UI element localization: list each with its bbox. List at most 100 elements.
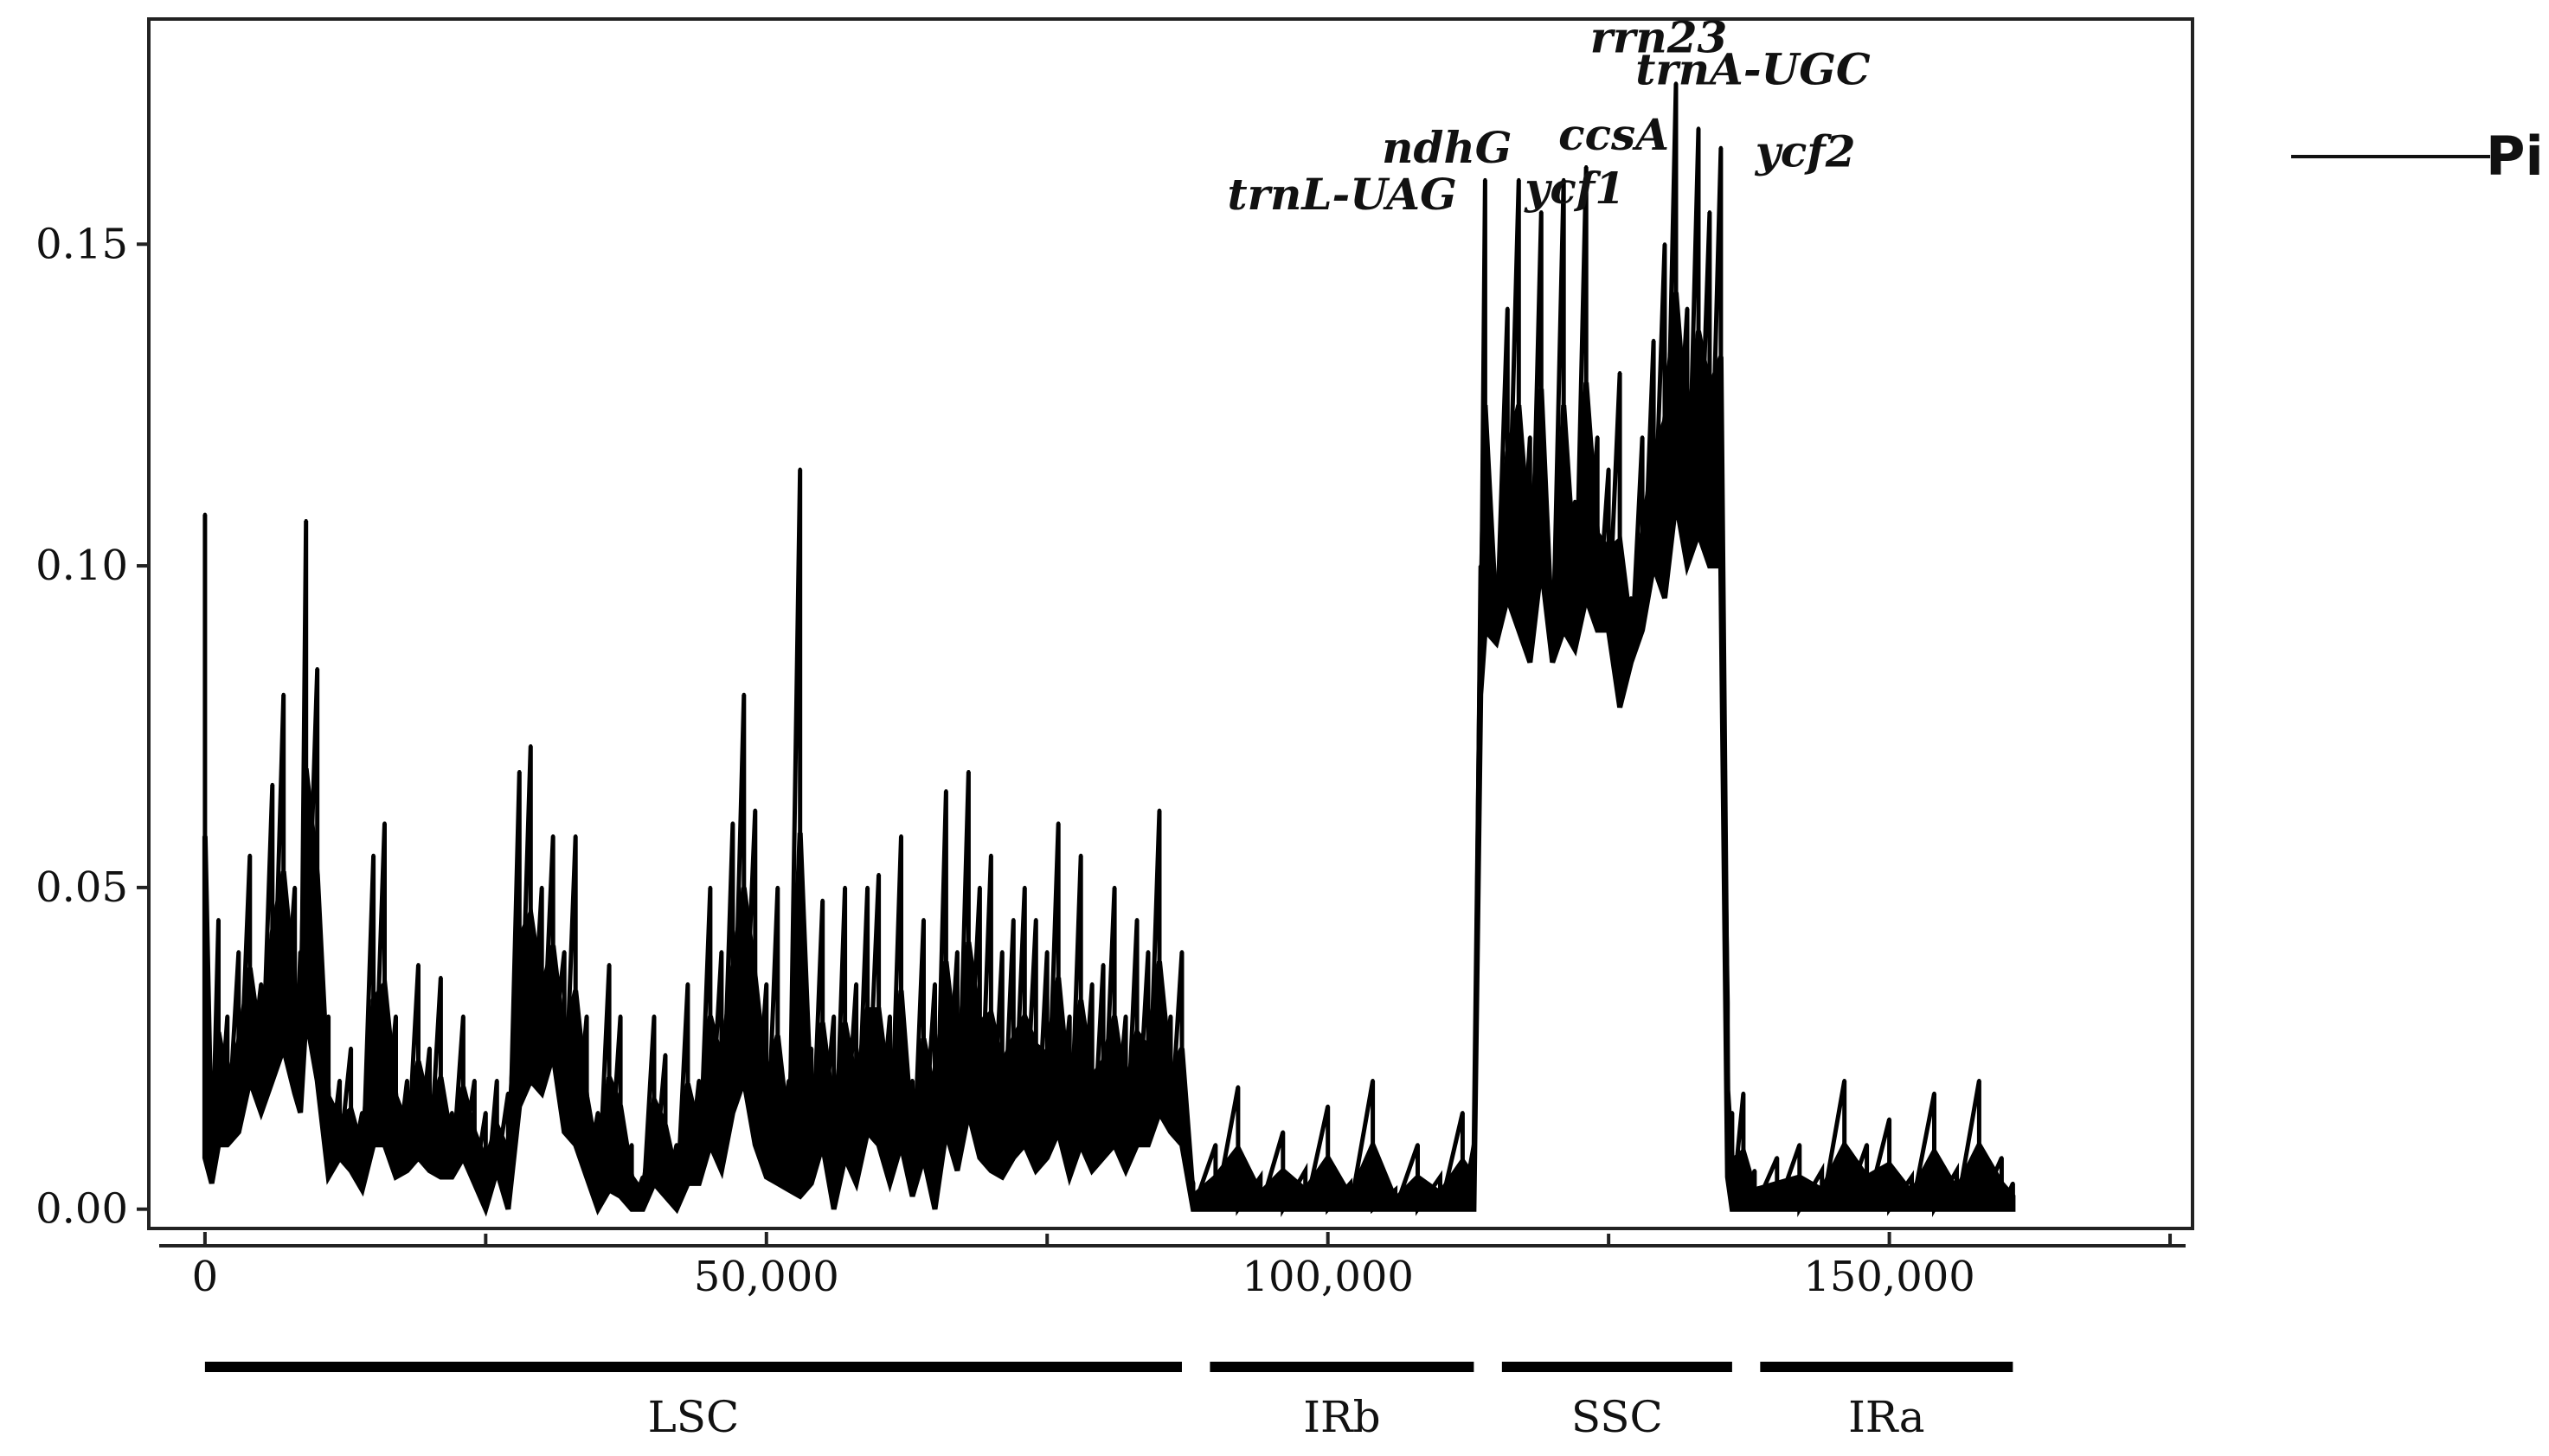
pi-data-point <box>1887 1117 1891 1121</box>
pi-data-point <box>1539 210 1544 215</box>
legend-label-pi: Pi <box>2486 125 2544 188</box>
pi-data-point <box>439 976 443 979</box>
pi-data-point <box>675 1143 678 1147</box>
pi-data-point <box>1674 81 1678 86</box>
pi-data-point <box>775 885 780 889</box>
pi-data-point <box>1775 1156 1779 1160</box>
pi-data-point <box>1191 1181 1195 1185</box>
pi-data-point <box>304 519 308 523</box>
pi-data-point <box>978 885 982 889</box>
pi-data-point <box>607 963 612 967</box>
gene-label: ndhG <box>1382 122 1512 173</box>
pi-data-point <box>944 789 948 793</box>
pi-data-point <box>1348 1181 1352 1185</box>
pi-data-point <box>809 1046 813 1050</box>
pi-data-point <box>1977 1079 1981 1082</box>
x-tick-label: 100,000 <box>1242 1253 1414 1301</box>
pi-data-point <box>216 918 221 922</box>
pi-data-point <box>764 982 768 986</box>
pi-data-point <box>753 808 757 812</box>
pi-data-point <box>831 1014 836 1018</box>
pi-data-point <box>270 782 274 786</box>
pi-data-point <box>1045 950 1050 954</box>
pi-data-point <box>865 885 870 889</box>
pi-data-point <box>742 692 746 696</box>
pi-data-point <box>664 1053 667 1057</box>
pi-data-point <box>259 982 263 986</box>
pi-data-point <box>1551 628 1555 632</box>
pi-data-point <box>921 918 926 922</box>
pi-data-point <box>209 1143 214 1147</box>
pi-data-point <box>854 982 858 986</box>
gene-label: ycf2 <box>1755 126 1856 177</box>
pi-data-point <box>1090 982 1095 986</box>
region-label: SSC <box>1571 1392 1663 1442</box>
y-axis: 0.00 0.05 0.10 0.15 <box>35 220 149 1234</box>
pi-data-point <box>820 898 825 902</box>
pi-data-point <box>876 873 881 876</box>
pi-data-point <box>337 1079 342 1082</box>
pi-data-point <box>574 834 578 838</box>
pi-data-point <box>236 950 241 954</box>
pi-data-point <box>910 1079 915 1082</box>
pi-data-point <box>730 821 735 825</box>
region-label: IRb <box>1303 1392 1380 1442</box>
pi-data-point <box>1797 1143 1801 1147</box>
pi-data-point <box>1213 1143 1217 1147</box>
gene-label: trnL-UAG <box>1228 169 1457 220</box>
pi-data-point <box>2011 1181 2015 1185</box>
gene-label: ccsA <box>1558 109 1669 160</box>
x-tick-label: 50,000 <box>694 1253 839 1301</box>
pi-data-point <box>2000 1156 2004 1160</box>
pi-data-point <box>1718 145 1723 150</box>
pi-data-point <box>299 950 303 954</box>
pi-data-point <box>641 1175 645 1179</box>
pi-data-point <box>405 1079 409 1082</box>
pi-data-point <box>1023 885 1027 889</box>
gene-label: ycf1 <box>1524 163 1625 214</box>
pi-data-point <box>416 963 421 967</box>
pi-data-point <box>619 1014 623 1018</box>
pi-data-point <box>989 853 993 857</box>
pi-data-point <box>1135 918 1140 922</box>
pi-data-point <box>281 692 286 696</box>
genome-regions: LSC IRb SSC IRa <box>204 1362 2013 1442</box>
pi-data-point <box>1752 1169 1756 1173</box>
pi-data-point <box>596 1111 600 1115</box>
pi-data-point <box>450 1111 454 1115</box>
pi-data-point <box>484 1111 488 1115</box>
pi-data-point <box>1101 963 1106 967</box>
legend: Pi <box>2291 125 2544 188</box>
pi-data-point <box>1955 1169 1959 1173</box>
region-label: IRa <box>1848 1392 1924 1442</box>
pi-data-point <box>1640 435 1645 439</box>
pi-data-point <box>1000 950 1005 954</box>
pi-data-point <box>1494 596 1499 600</box>
pi-data-point <box>1741 1091 1745 1095</box>
pi-data-point <box>955 950 960 954</box>
pi-data-point <box>585 1014 589 1018</box>
pi-data-point <box>1113 885 1117 889</box>
pi-data-point <box>1461 1111 1465 1115</box>
pi-data-point <box>1820 1169 1824 1173</box>
pi-data-point <box>202 512 207 516</box>
pi-data-point <box>360 1111 364 1115</box>
pi-data-point <box>1180 950 1184 954</box>
pi-data-point <box>1326 1104 1330 1108</box>
pi-data-point <box>933 982 937 986</box>
pi-data-point <box>1697 126 1700 131</box>
pi-data-point <box>652 1014 656 1018</box>
pi-data-point <box>427 1046 432 1050</box>
pi-data-point <box>1506 306 1510 311</box>
pi-data-point <box>247 853 252 857</box>
pi-data-point <box>1068 1014 1072 1018</box>
y-tick-label: 0.10 <box>35 542 128 590</box>
pi-data-point <box>843 885 847 889</box>
pi-data-point <box>1169 1014 1172 1018</box>
pi-data-point <box>899 834 903 838</box>
pi-data-point <box>315 667 319 671</box>
pi-data-point <box>1517 177 1521 182</box>
pi-data-point <box>1416 1143 1420 1147</box>
y-tick-label: 0.05 <box>35 863 128 912</box>
pi-data-point <box>1584 165 1589 169</box>
